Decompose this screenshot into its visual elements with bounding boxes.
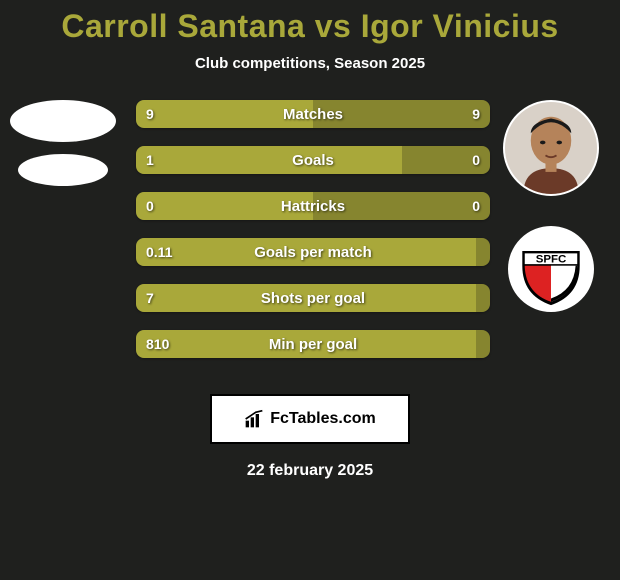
stat-bar-left-value: 0.11 (146, 238, 172, 266)
stat-bar-right-fill (313, 192, 490, 220)
stat-bar-right-value: 0 (472, 192, 480, 220)
comparison-card: Carroll Santana vs Igor Vinicius Club co… (0, 0, 620, 580)
footer-date: 22 february 2025 (0, 462, 620, 480)
stat-bar-left-fill (136, 330, 476, 358)
player-right-column: SPFC (496, 100, 606, 312)
stat-bar-right-fill (476, 330, 490, 358)
stat-bar-row: Goals10 (136, 146, 490, 174)
player-left-column (8, 100, 118, 198)
stat-bar-right-value: 0 (472, 146, 480, 174)
stat-bar-row: Hattricks00 (136, 192, 490, 220)
stat-bar-left-fill (136, 284, 476, 312)
stat-bar-right-value: 9 (472, 100, 480, 128)
stat-bar-row: Shots per goal7 (136, 284, 490, 312)
player-left-avatar-placeholder (10, 100, 116, 142)
stat-bar-left-value: 7 (146, 284, 154, 312)
stat-bar-left-value: 0 (146, 192, 154, 220)
brand-badge[interactable]: FcTables.com (210, 394, 410, 444)
player-right-club-badge: SPFC (508, 226, 594, 312)
stat-bars: Matches99Goals10Hattricks00Goals per mat… (136, 100, 490, 376)
stat-bar-left-value: 810 (146, 330, 169, 358)
player-right-avatar (503, 100, 599, 196)
stat-bar-row: Goals per match0.11 (136, 238, 490, 266)
stat-bar-row: Min per goal810 (136, 330, 490, 358)
stat-bar-right-fill (476, 284, 490, 312)
page-title: Carroll Santana vs Igor Vinicius (0, 0, 620, 45)
stats-area: SPFC Matches99Goals10Hattricks00Goals pe… (0, 100, 620, 380)
stat-bar-left-fill (136, 192, 313, 220)
chart-icon (244, 409, 264, 429)
subtitle: Club competitions, Season 2025 (0, 55, 620, 72)
club-code-text: SPFC (536, 253, 567, 265)
stat-bar-left-fill (136, 100, 313, 128)
stat-bar-row: Matches99 (136, 100, 490, 128)
stat-bar-left-fill (136, 238, 476, 266)
stat-bar-left-fill (136, 146, 402, 174)
stat-bar-left-value: 1 (146, 146, 154, 174)
stat-bar-right-fill (476, 238, 490, 266)
brand-text: FcTables.com (270, 410, 376, 428)
player-left-club-placeholder (18, 154, 108, 186)
stat-bar-left-value: 9 (146, 100, 154, 128)
stat-bar-right-fill (313, 100, 490, 128)
